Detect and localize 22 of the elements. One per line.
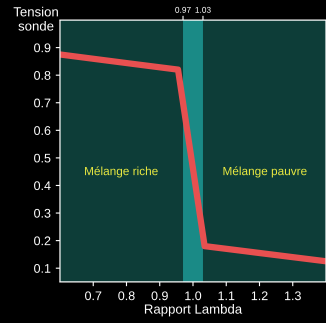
y-tick-label: 0.5 (34, 154, 50, 163)
y-tick-label: 0.2 (34, 236, 50, 246)
y-tick-label: 0.7 (34, 98, 50, 108)
x-tick-label: 1.1 (218, 291, 234, 300)
x-tick-label: 0.8 (118, 291, 135, 300)
y-tick-label: 0.3 (34, 208, 50, 218)
y-tick-label: 0.4 (34, 181, 51, 190)
y-tick-label: 0.6 (34, 126, 50, 135)
annotation: Mélange pauvre (223, 166, 307, 178)
x2-tick-label: 0.97 (175, 6, 191, 13)
x-tick-label: 1.0 (185, 291, 202, 300)
x-tick-label: 1.3 (285, 291, 301, 300)
x-tick-label: 1.2 (252, 291, 268, 300)
x2-tick-label: 1.03 (195, 6, 211, 13)
y-tick-label: 0.9 (34, 43, 50, 52)
y-tick-label: 0.1 (34, 264, 50, 273)
annotation: Mélange riche (85, 166, 158, 178)
y-tick-label: 0.8 (34, 70, 50, 80)
x-axis-title: Rapport Lambda (144, 304, 242, 316)
x-tick-label: 0.9 (152, 291, 168, 300)
x-tick-label: 0.7 (85, 291, 102, 300)
y-axis-title: Tension sonde (14, 6, 58, 31)
